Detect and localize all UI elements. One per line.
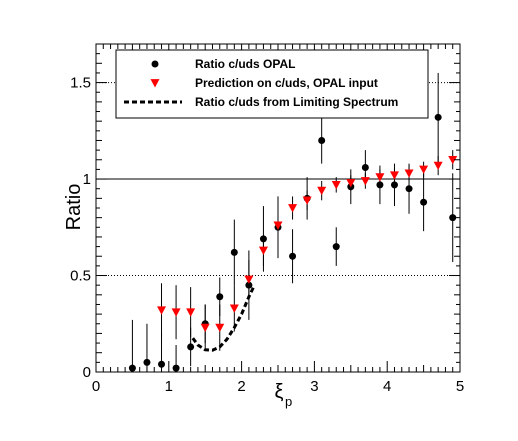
data-points bbox=[128, 113, 458, 372]
data-point-prediction bbox=[302, 196, 312, 205]
limiting-spectrum-curve bbox=[191, 285, 256, 352]
data-point-prediction bbox=[448, 155, 458, 165]
x-axis-title-subscript: p bbox=[285, 394, 292, 409]
x-tick-label: 1 bbox=[165, 378, 173, 395]
data-point-prediction bbox=[433, 161, 443, 171]
y-tick-label: 1.5 bbox=[70, 75, 91, 92]
data-point-opal bbox=[420, 198, 428, 206]
data-point-opal bbox=[259, 235, 267, 243]
data-point-prediction bbox=[200, 323, 210, 333]
y-tick-label: 0 bbox=[83, 364, 91, 381]
data-point-prediction bbox=[273, 221, 283, 230]
data-point-prediction bbox=[346, 179, 356, 188]
data-point-opal bbox=[245, 281, 253, 289]
data-point-opal bbox=[318, 136, 326, 144]
data-point-prediction bbox=[157, 306, 167, 315]
data-point-prediction bbox=[229, 304, 239, 313]
x-tick-label: 5 bbox=[456, 378, 464, 395]
x-tick-label: 2 bbox=[237, 378, 245, 395]
data-point-prediction bbox=[186, 308, 196, 317]
legend: Ratio c/uds OPAL Prediction on c/uds, OPA… bbox=[115, 49, 429, 119]
data-point-prediction bbox=[317, 186, 327, 196]
data-point-prediction bbox=[404, 169, 414, 178]
data-point-prediction bbox=[258, 246, 268, 255]
data-point-prediction bbox=[244, 275, 254, 284]
legend-marker-prediction bbox=[150, 79, 160, 88]
x-axis-title: ξ bbox=[275, 381, 284, 403]
data-point-opal bbox=[434, 113, 442, 121]
data-point-prediction bbox=[171, 308, 181, 317]
y-tick-label: 1 bbox=[83, 171, 91, 188]
data-point-opal bbox=[361, 163, 369, 171]
data-point-opal bbox=[449, 214, 457, 222]
data-point-prediction bbox=[215, 323, 225, 333]
data-point-opal bbox=[216, 293, 224, 301]
data-point-opal bbox=[390, 181, 398, 189]
data-point-prediction bbox=[331, 181, 341, 190]
data-point-prediction bbox=[419, 165, 429, 174]
x-tick-label: 3 bbox=[310, 378, 318, 395]
y-axis-title: Ratio bbox=[63, 184, 85, 231]
data-point-opal bbox=[376, 181, 384, 189]
x-tick-label: 0 bbox=[92, 378, 100, 395]
x-tick-label: 4 bbox=[383, 378, 391, 395]
legend-box bbox=[115, 49, 429, 119]
data-point-opal bbox=[143, 358, 151, 366]
data-point-opal bbox=[187, 343, 195, 351]
legend-label: Ratio c/uds OPAL bbox=[195, 57, 295, 71]
legend-label: Prediction on c/uds, OPAL input bbox=[195, 76, 378, 90]
y-tick-label: 0.5 bbox=[70, 268, 91, 285]
legend-marker-opal bbox=[151, 60, 159, 68]
data-point-prediction bbox=[389, 171, 399, 180]
data-point-prediction bbox=[288, 204, 298, 213]
data-point-opal bbox=[289, 252, 297, 260]
data-point-opal bbox=[158, 360, 166, 368]
legend-label: Ratio c/uds from Limiting Spectrum bbox=[195, 95, 398, 109]
data-point-opal bbox=[405, 185, 413, 193]
data-point-opal bbox=[230, 248, 238, 256]
data-point-prediction bbox=[375, 173, 385, 182]
data-point-opal bbox=[332, 243, 340, 251]
data-point-prediction bbox=[360, 177, 370, 186]
series-curve-limiting-spectrum bbox=[191, 285, 256, 352]
